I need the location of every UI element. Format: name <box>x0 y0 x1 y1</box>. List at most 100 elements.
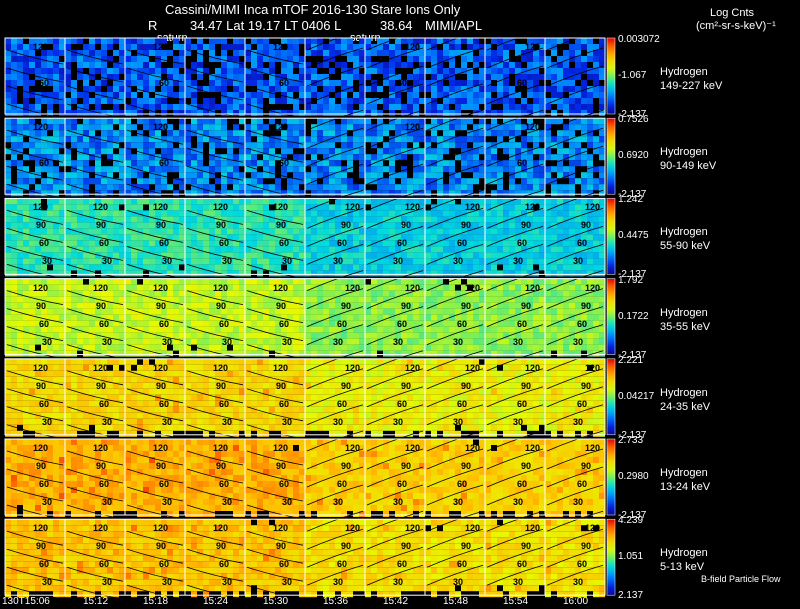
contour-label: 120 <box>213 282 229 293</box>
contour-label: 90 <box>581 220 592 231</box>
contour-label: 90 <box>341 380 352 391</box>
contour-label: 90 <box>276 541 287 552</box>
contour-label: 90 <box>156 380 167 391</box>
contour-label: 120 <box>525 362 541 373</box>
contour-label: 120 <box>213 443 229 453</box>
colorbar <box>606 117 616 195</box>
contour-label: 90 <box>96 380 107 391</box>
contour-label: 60 <box>457 559 468 570</box>
contour-label: 60 <box>39 78 50 88</box>
x-tick-label: 15:30 <box>263 596 289 607</box>
contour-label: 60 <box>279 559 290 570</box>
contour-label: 120 <box>465 443 481 453</box>
contour-label: 90 <box>96 300 107 311</box>
contour-label: 90 <box>276 300 287 311</box>
contour-label: 30 <box>222 256 233 267</box>
contour-label: 90 <box>96 541 107 552</box>
colorbar-max-label: 4.239 <box>618 515 644 527</box>
contour-label: 120 <box>405 282 421 293</box>
contour-label: 30 <box>162 336 173 347</box>
contour-label: 60 <box>159 479 170 489</box>
contour-label: 60 <box>457 479 468 489</box>
contour-label: 120 <box>585 523 601 534</box>
contour-label: 90 <box>36 380 47 391</box>
contour-label: 90 <box>36 461 47 471</box>
contour-label: 90 <box>401 300 412 311</box>
heatmap-cells <box>5 519 605 598</box>
x-tick-label: 16:00 <box>563 596 589 607</box>
contour-label: 60 <box>39 318 50 329</box>
energy-label: 24-35 keV <box>660 400 711 413</box>
colorbar-mid-label: 0.4475 <box>618 230 649 242</box>
species-label: Hydrogen <box>660 146 708 159</box>
species-label: Hydrogen <box>660 66 708 78</box>
contour-label: 120 <box>93 523 109 534</box>
contour-label: 90 <box>461 380 472 391</box>
colorbar-min-label: -2.137 <box>618 510 647 521</box>
energy-label: 55-90 keV <box>660 240 711 253</box>
contour-label: 60 <box>337 398 348 409</box>
contour-label: 60 <box>219 559 230 570</box>
colorbar <box>606 358 616 436</box>
contour-label: 90 <box>461 300 472 311</box>
species-label: Hydrogen <box>660 226 708 239</box>
contour-label: 90 <box>96 461 107 471</box>
contour-label: 60 <box>39 238 50 249</box>
colorbar <box>606 278 616 355</box>
colorbar-mid-label: -1.067 <box>618 70 647 81</box>
contour-label: 90 <box>276 380 287 391</box>
contour-label: 30 <box>222 336 233 347</box>
contour-label: 30 <box>102 416 113 427</box>
contour-label: 120 <box>525 443 541 453</box>
units-label-2: (cm²-sr-s-keV)⁻¹ <box>696 20 776 32</box>
contour-label: 60 <box>159 318 170 329</box>
contour-label: 30 <box>393 416 404 427</box>
contour-label: 90 <box>521 541 532 552</box>
contour-label: 60 <box>99 559 110 570</box>
contour-lines <box>6 109 604 199</box>
contour-label: 90 <box>521 461 532 471</box>
heatmap-cells <box>5 358 605 437</box>
contour-label: 60 <box>517 559 528 570</box>
panel-7 <box>4 510 616 600</box>
contour-label: 120 <box>405 443 421 453</box>
contour-label: 60 <box>337 559 348 570</box>
x-tick-label: 15:18 <box>143 596 169 607</box>
heatmap-cells <box>5 278 605 357</box>
contour-label: 120 <box>345 362 361 373</box>
species-label: Hydrogen <box>660 306 708 319</box>
contour-label: 30 <box>282 336 293 347</box>
species-label: Hydrogen <box>660 386 708 399</box>
colorbar-min-label: -2.137 <box>618 269 647 281</box>
contour-label: 30 <box>222 497 233 507</box>
contour-label: 60 <box>39 479 50 489</box>
contour-label: 120 <box>213 362 229 373</box>
contour-label: 60 <box>457 398 468 409</box>
colorbar-mid-label: 0.04217 <box>618 390 655 402</box>
contour-label: 30 <box>573 497 584 507</box>
contour-label: 120 <box>213 523 229 534</box>
contour-label: 90 <box>341 300 352 311</box>
colorbar-max-label: 2.221 <box>618 354 644 366</box>
contour-label: 120 <box>213 202 229 213</box>
panel-6 <box>4 430 616 520</box>
colorbar <box>606 518 616 596</box>
contour-label: 60 <box>337 318 348 329</box>
contour-label: 120 <box>345 523 361 534</box>
contour-label: 120 <box>585 443 601 453</box>
contour-label: 120 <box>273 282 289 293</box>
contour-label: 30 <box>333 256 344 267</box>
contour-label: 60 <box>517 479 528 489</box>
contour-label: 90 <box>36 220 47 231</box>
energy-label: 90-149 keV <box>660 160 717 173</box>
chart-title: Cassini/MIMI Inca mTOF 2016-130 Stare Io… <box>165 2 461 17</box>
contour-label: 60 <box>337 479 348 489</box>
contour-label: 90 <box>581 461 592 471</box>
contour-label: 120 <box>273 122 289 133</box>
contour-label: 120 <box>33 362 49 373</box>
contour-label: 90 <box>521 220 532 231</box>
contour-label: 90 <box>216 220 227 231</box>
contour-label: 60 <box>39 158 50 169</box>
contour-label: 60 <box>337 238 348 249</box>
contour-label: 120 <box>465 202 481 213</box>
